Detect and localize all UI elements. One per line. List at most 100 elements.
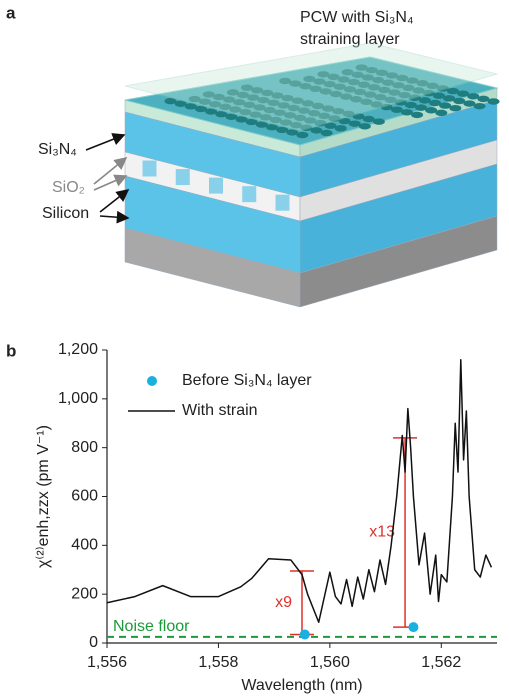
photonic-hole xyxy=(318,112,331,120)
photonic-hole xyxy=(358,123,371,130)
y-tick-label: 600 xyxy=(71,488,98,505)
photonic-hole xyxy=(291,97,304,104)
photonic-hole xyxy=(184,103,197,110)
photonic-hole xyxy=(301,100,314,107)
photonic-hole xyxy=(365,66,378,74)
photonic-hole xyxy=(347,78,360,86)
photonic-hole xyxy=(453,97,466,105)
y-tick-label: 800 xyxy=(71,439,98,456)
hole-cut xyxy=(175,169,190,186)
photonic-hole xyxy=(276,126,289,134)
photonic-hole xyxy=(361,74,374,81)
x-tick-label: 1,558 xyxy=(198,654,238,671)
photonic-hole xyxy=(323,80,336,88)
photonic-hole xyxy=(357,81,370,88)
photonic-hole xyxy=(342,110,355,117)
photonic-hole xyxy=(322,105,335,112)
photonic-hole xyxy=(277,102,290,109)
photonic-hole xyxy=(386,72,399,79)
photonic-hole xyxy=(279,77,292,85)
photonic-hole xyxy=(215,110,228,118)
ratio-label: x9 xyxy=(275,594,292,611)
photonic-hole xyxy=(287,104,300,112)
photonic-hole xyxy=(429,99,442,107)
photonic-hole xyxy=(487,98,500,105)
photonic-hole xyxy=(411,111,424,119)
photonic-hole xyxy=(296,131,309,139)
hole-cut xyxy=(275,194,290,211)
photonic-hole xyxy=(439,102,452,109)
photonic-hole xyxy=(414,104,427,111)
photonic-hole xyxy=(362,115,375,123)
noise-floor-label: Noise floor xyxy=(113,618,190,635)
photonic-hole xyxy=(320,129,333,137)
photonic-hole xyxy=(294,114,307,122)
photonic-hole xyxy=(426,82,439,90)
photonic-hole xyxy=(174,100,187,107)
layer-label: Silicon xyxy=(42,205,89,222)
photonic-hole xyxy=(432,92,445,99)
photonic-hole xyxy=(233,99,246,106)
photonic-hole xyxy=(280,119,293,126)
photonic-hole xyxy=(202,91,215,98)
photonic-hole xyxy=(303,75,316,83)
photonic-hole xyxy=(314,119,327,127)
photonic-hole xyxy=(382,79,395,86)
photonic-hole xyxy=(337,76,350,83)
photonic-hole xyxy=(263,106,276,114)
photonic-hole xyxy=(467,93,480,100)
y-axis-label: χ⁽²⁾enh,zzx (pm V⁻¹) xyxy=(35,425,52,568)
photonic-hole xyxy=(400,109,413,116)
chart: b 0 200 400 600 800 1,000 1,200 1,556 1,558 1,560 1… xyxy=(6,341,497,694)
photonic-hole xyxy=(402,84,415,92)
photonic-hole xyxy=(364,91,377,98)
photonic-hole xyxy=(267,99,280,106)
photonic-hole xyxy=(463,100,476,107)
photonic-hole xyxy=(229,106,242,113)
photonic-hole xyxy=(473,102,486,110)
photonic-hole xyxy=(351,71,364,79)
photonic-hole xyxy=(332,107,345,115)
photonic-hole xyxy=(416,80,429,87)
photonic-hole xyxy=(289,80,302,87)
legend-label: Before Si₃N₄ layer xyxy=(182,372,312,389)
photonic-hole xyxy=(205,108,218,115)
photonic-hole xyxy=(223,96,236,103)
illustration-title: PCW with Si₃N₄ xyxy=(300,9,414,26)
photonic-hole xyxy=(436,85,449,92)
photonic-hole xyxy=(392,82,405,89)
x-axis-label: Wavelength (nm) xyxy=(241,677,362,694)
photonic-hole xyxy=(269,116,282,124)
photonic-hole xyxy=(477,95,490,103)
scatter-point xyxy=(408,622,419,633)
photonic-hole xyxy=(164,97,177,105)
photonic-hole xyxy=(355,64,368,71)
photonic-hole xyxy=(396,74,409,82)
photonic-hole xyxy=(194,105,207,113)
photonic-hole xyxy=(390,106,403,113)
photonic-hole xyxy=(266,124,278,131)
photonic-hole xyxy=(375,69,388,76)
photonic-hole xyxy=(299,82,312,90)
photonic-hole xyxy=(212,93,225,101)
photonic-hole xyxy=(311,102,324,110)
hole-cut xyxy=(142,160,157,177)
photonic-hole xyxy=(384,96,397,104)
photonic-hole xyxy=(348,120,361,127)
photonic-hole xyxy=(237,91,250,99)
photonic-hole xyxy=(255,121,268,128)
photonic-hole xyxy=(443,95,456,102)
photonic-hole xyxy=(309,85,322,93)
photonic-hole xyxy=(240,84,253,91)
photonic-hole xyxy=(324,122,337,129)
x-tick-label: 1,556 xyxy=(87,654,127,671)
photonic-hole xyxy=(360,98,373,106)
photonic-hole xyxy=(435,109,448,117)
photonic-hole xyxy=(398,91,411,99)
photonic-hole xyxy=(261,89,274,97)
photonic-hole xyxy=(273,109,286,116)
panel-label: b xyxy=(6,341,16,360)
legend-marker xyxy=(147,376,157,386)
photonic-hole xyxy=(317,71,330,78)
